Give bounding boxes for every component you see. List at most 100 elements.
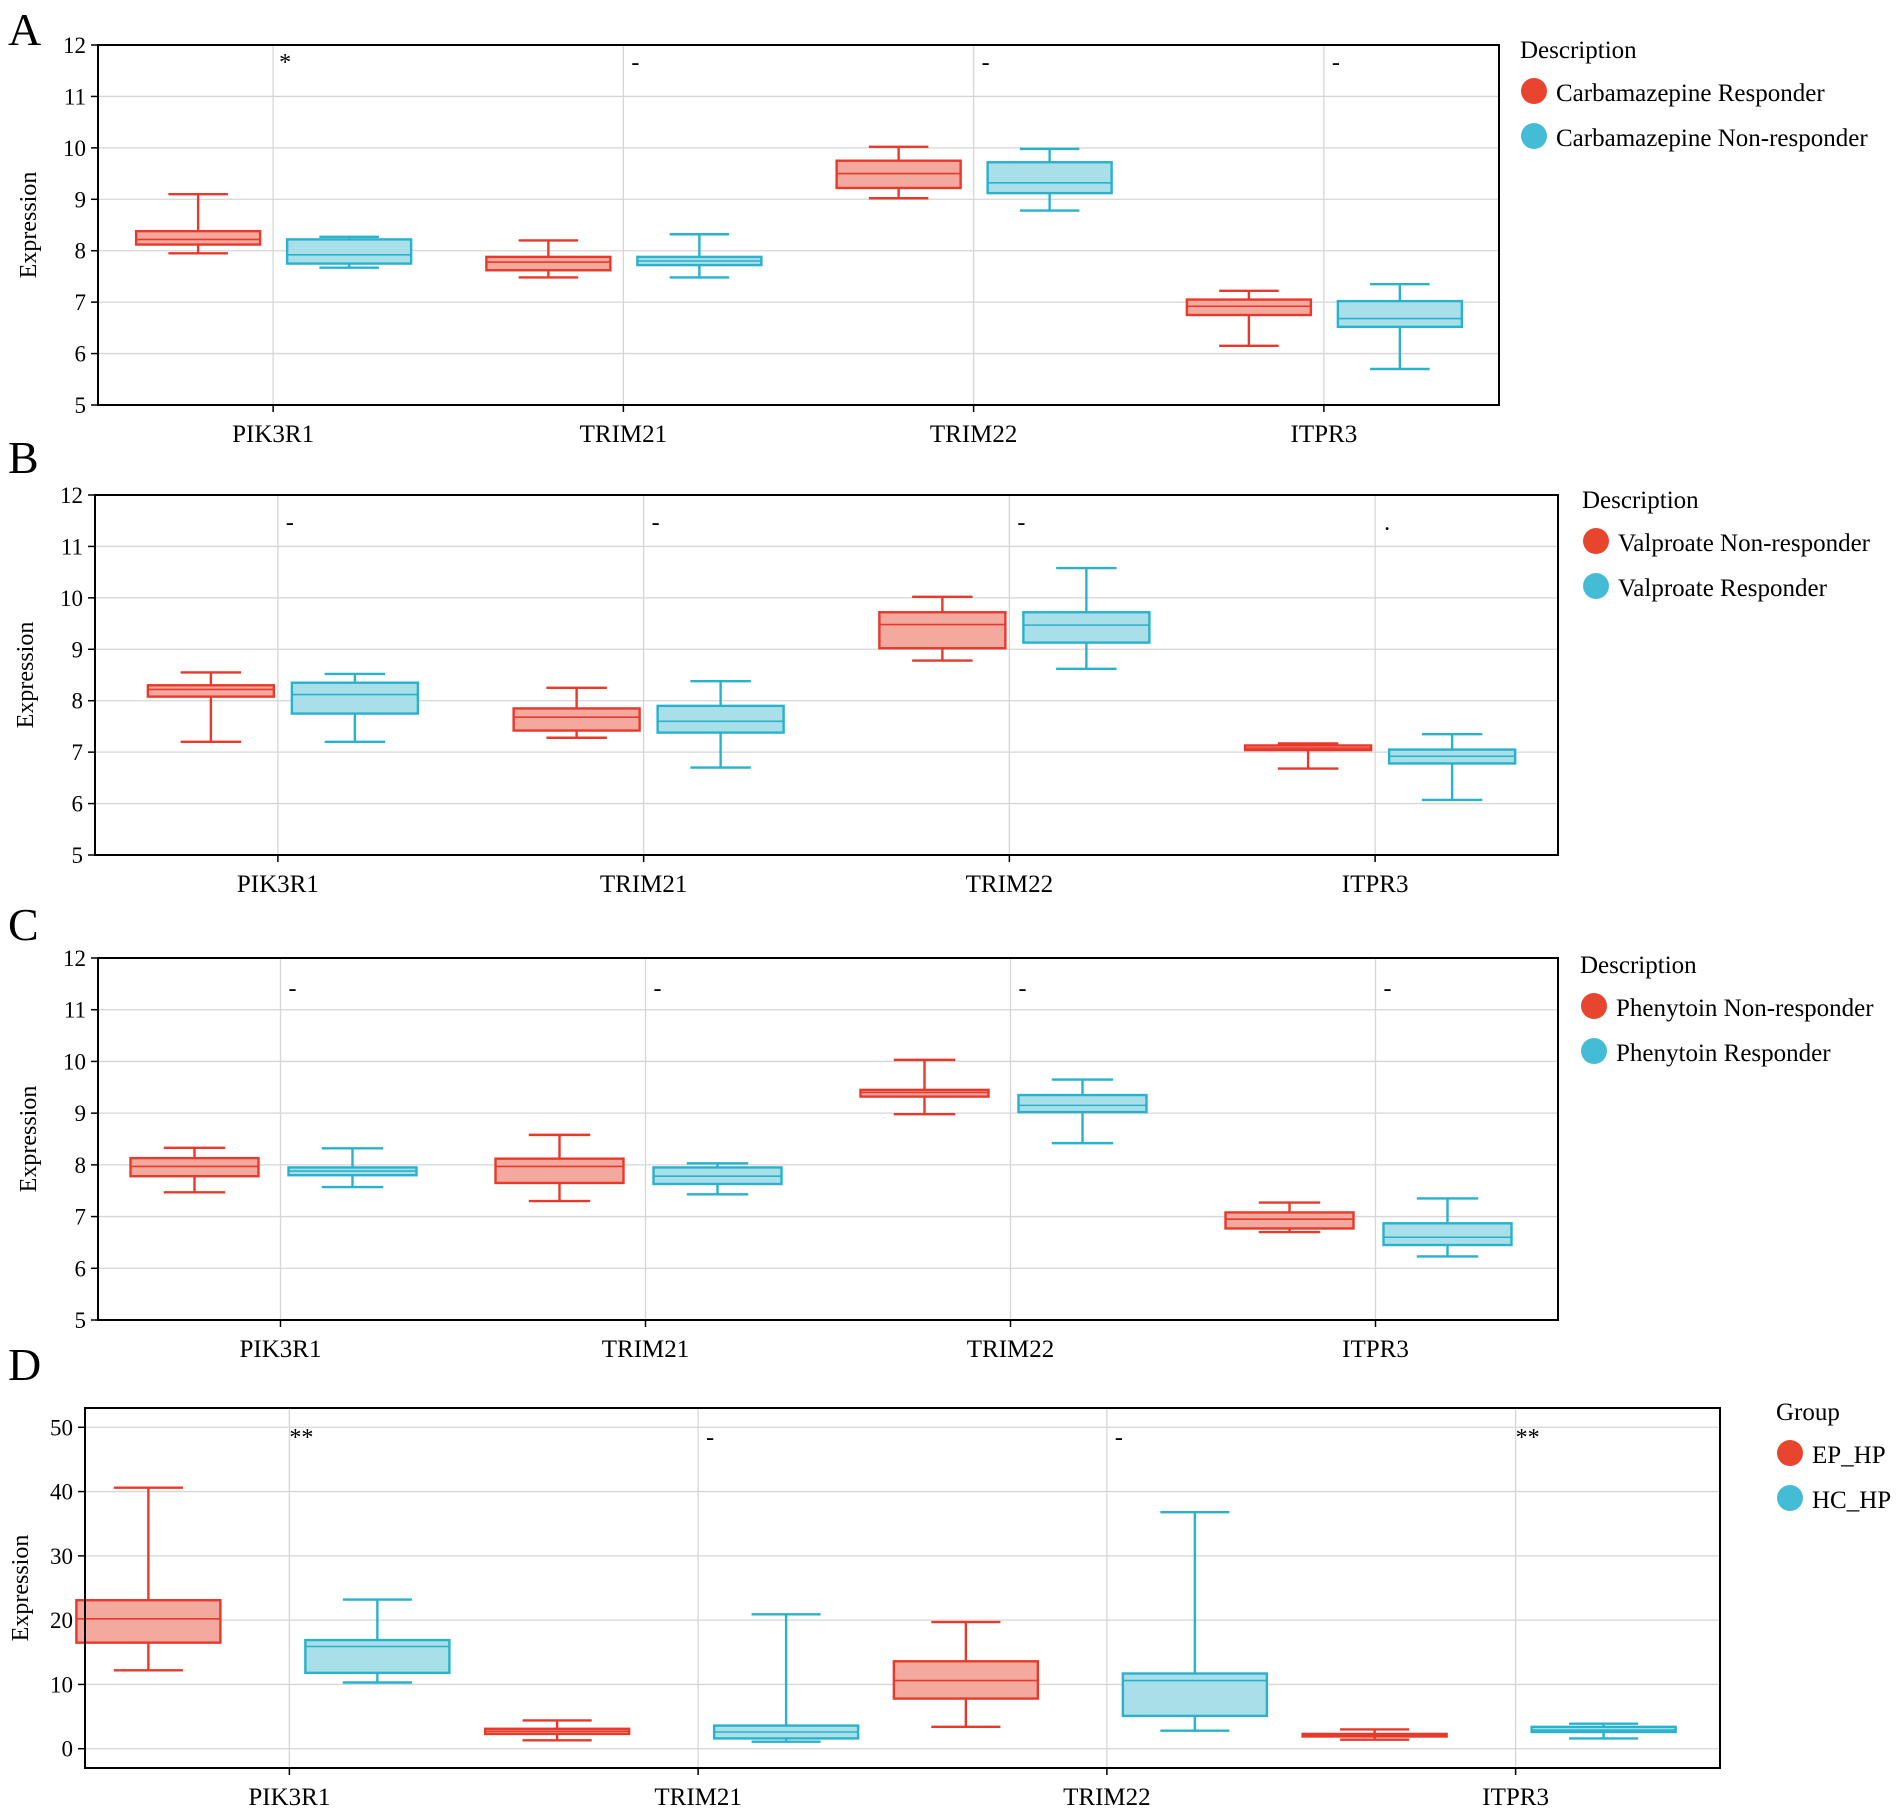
y-tick-label: 7: [75, 1205, 87, 1230]
legend-marker: [1583, 573, 1609, 599]
y-tick-label: 5: [75, 1308, 87, 1333]
significance-label: -: [706, 1425, 714, 1451]
plot-frame: [84, 1407, 1721, 1769]
significance-label: -: [1017, 510, 1025, 536]
category-label: ITPR3: [1291, 421, 1358, 448]
panel-letter: A: [8, 4, 41, 55]
significance-label: .: [1384, 510, 1390, 536]
category-label: PIK3R1: [248, 1784, 330, 1811]
box-iqr: [1382, 1222, 1513, 1247]
y-tick-label: 11: [64, 998, 86, 1023]
y-tick-label: 50: [50, 1415, 73, 1440]
box-iqr: [986, 161, 1113, 195]
category-label: ITPR3: [1342, 871, 1409, 898]
y-tick-label: 8: [75, 239, 87, 264]
plot-frame: [94, 494, 1559, 856]
box-iqr: [485, 255, 612, 272]
panel-letter: B: [8, 432, 39, 483]
box-iqr: [146, 684, 276, 698]
y-tick-label: 9: [75, 187, 87, 212]
legend-entry-label: EP_HP: [1812, 1442, 1886, 1469]
box-iqr: [494, 1157, 625, 1185]
significance-label: -: [631, 50, 639, 76]
significance-label: -: [286, 510, 294, 536]
y-tick-label: 40: [50, 1480, 73, 1505]
y-tick-label: 8: [75, 1153, 87, 1178]
box-iqr: [304, 1638, 451, 1675]
legend-entry-label: Carbamazepine Responder: [1556, 80, 1825, 107]
plot-frame: [97, 44, 1500, 406]
legend-title: Description: [1520, 37, 1637, 64]
y-axis-title: Expression: [16, 172, 42, 279]
box-iqr: [656, 704, 785, 734]
legend-entry-label: Phenytoin Non-responder: [1616, 995, 1874, 1022]
y-tick-label: 7: [75, 290, 87, 315]
category-label: TRIM22: [930, 421, 1018, 448]
y-tick-label: 10: [63, 136, 86, 161]
legend-entry-label: Valproate Responder: [1618, 575, 1828, 602]
significance-label: -: [982, 50, 990, 76]
category-label: ITPR3: [1482, 1784, 1549, 1811]
significance-label: -: [652, 510, 660, 536]
significance-label: -: [1019, 976, 1027, 1002]
box-iqr: [290, 681, 420, 715]
legend-marker: [1583, 528, 1609, 554]
legend-marker: [1581, 1038, 1607, 1064]
y-tick-label: 7: [72, 740, 84, 765]
legend-marker: [1581, 993, 1607, 1019]
y-tick-label: 10: [50, 1672, 73, 1697]
category-label: TRIM21: [580, 421, 668, 448]
significance-label: -: [1332, 50, 1340, 76]
box-iqr: [134, 229, 262, 246]
y-axis-title: Expression: [8, 1535, 34, 1642]
y-tick-label: 30: [50, 1544, 73, 1569]
y-tick-label: 10: [60, 586, 83, 611]
box-iqr: [75, 1599, 222, 1644]
significance-label: **: [289, 1425, 313, 1451]
category-label: PIK3R1: [232, 421, 314, 448]
legend-entry-label: Carbamazepine Non-responder: [1556, 125, 1868, 152]
category-label: TRIM22: [967, 1336, 1055, 1363]
category-label: PIK3R1: [237, 871, 319, 898]
legend-marker: [1521, 78, 1547, 104]
y-tick-label: 9: [72, 637, 84, 662]
box-iqr: [1224, 1211, 1355, 1230]
y-tick-label: 11: [61, 534, 83, 559]
category-label: TRIM21: [654, 1784, 742, 1811]
category-label: PIK3R1: [240, 1336, 322, 1363]
legend-marker: [1777, 1485, 1803, 1511]
y-tick-label: 10: [63, 1049, 86, 1074]
legend-marker: [1777, 1440, 1803, 1466]
legend-entry-label: Valproate Non-responder: [1618, 530, 1871, 557]
y-tick-label: 5: [72, 843, 84, 868]
y-tick-label: 5: [75, 393, 87, 418]
significance-label: *: [279, 50, 291, 76]
y-tick-label: 12: [60, 483, 83, 508]
y-tick-label: 6: [72, 792, 84, 817]
significance-label: -: [1384, 976, 1392, 1002]
box-iqr: [1017, 1093, 1148, 1114]
box-iqr: [1185, 298, 1313, 317]
y-tick-label: 9: [75, 1101, 87, 1126]
legend-entry-label: HC_HP: [1812, 1487, 1891, 1514]
y-tick-label: 6: [75, 342, 87, 367]
category-label: ITPR3: [1342, 1336, 1409, 1363]
y-tick-label: 11: [64, 84, 86, 109]
box-iqr: [512, 707, 641, 732]
significance-label: **: [1516, 1425, 1540, 1451]
y-axis-title: Expression: [16, 1086, 42, 1193]
legend-title: Description: [1582, 487, 1699, 514]
box-iqr: [878, 611, 1007, 650]
category-label: TRIM22: [966, 871, 1054, 898]
category-label: TRIM21: [600, 871, 688, 898]
legend-marker: [1521, 123, 1547, 149]
plot-frame: [97, 957, 1559, 1321]
box-iqr: [1336, 299, 1464, 329]
y-axis-title: Expression: [13, 622, 39, 729]
significance-label: -: [1115, 1425, 1123, 1451]
y-tick-label: 12: [63, 946, 86, 971]
y-tick-label: 6: [75, 1256, 87, 1281]
y-tick-label: 20: [50, 1608, 73, 1633]
box-iqr: [1022, 611, 1151, 644]
